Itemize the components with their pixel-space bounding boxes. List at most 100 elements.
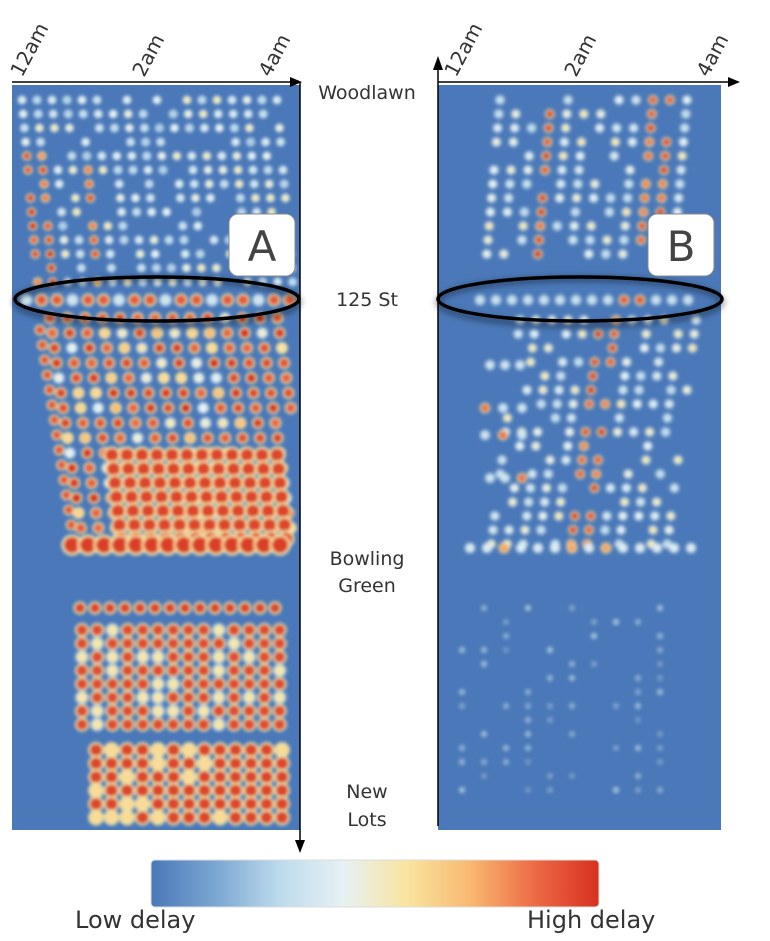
panel-b-mark: [489, 180, 497, 188]
panel-a-mark: [192, 358, 202, 368]
panel-a-mark: [210, 236, 218, 244]
panel-a-mark: [197, 462, 210, 476]
panel-a-mark: [199, 110, 207, 118]
panel-a-mark: [104, 222, 112, 230]
panel-a-mark: [181, 250, 189, 258]
panel-b-mark: [481, 431, 489, 439]
panel-a-mark: [259, 343, 269, 353]
panel-a-mark: [194, 222, 202, 230]
panel-a-mark: [152, 678, 164, 690]
panel-a-mark: [183, 784, 195, 797]
panel-a-mark: [151, 250, 159, 258]
panel-b-mark: [558, 166, 566, 174]
panel-b-mark: [615, 96, 623, 104]
panel-b-mark: [572, 194, 581, 202]
panel-b-mark: [621, 372, 629, 380]
panel-a-mark: [274, 719, 285, 730]
panel-b-mark: [541, 372, 549, 380]
panel-a-mark: [91, 719, 103, 730]
panel-b-faint-mark: [502, 632, 510, 640]
panel-b-faint-mark: [480, 660, 488, 668]
panel-b-mark: [559, 152, 567, 160]
panel-a-mark: [84, 463, 95, 473]
panel-a-mark: [163, 403, 173, 413]
panel-b-faint-mark: [524, 786, 532, 794]
panel-a-mark: [224, 343, 234, 353]
panel-b-mark: [503, 414, 512, 422]
panel-b-faint-mark: [524, 688, 532, 696]
panel-a-mark: [24, 166, 32, 174]
panel-a-mark: [91, 692, 103, 703]
panel-a-mark: [273, 433, 283, 443]
panel-b-faint-mark: [634, 688, 642, 696]
panel-a-mark: [109, 110, 117, 118]
panel-b-mark: [521, 526, 529, 534]
panel-b-mark: [481, 404, 489, 412]
panel-b-mark: [635, 512, 643, 520]
panel-a-mark: [198, 771, 211, 783]
panel-b-faint-mark: [458, 688, 466, 696]
panel-b-mark: [585, 250, 593, 258]
panel-a-mark: [183, 798, 195, 810]
panel-a-mark: [259, 719, 270, 730]
panel-a-mark: [114, 166, 122, 174]
panel-a-mark: [84, 343, 94, 353]
panel-a-mark: [117, 328, 127, 338]
panel-a-mark: [137, 705, 149, 717]
panel-b-mark: [553, 222, 561, 230]
panel-a-mark: [121, 771, 133, 783]
panel-a-mark: [170, 328, 180, 338]
panel-b-mark: [635, 386, 643, 394]
panel-a-mark: [255, 603, 265, 613]
panel-a-mark: [277, 138, 285, 146]
panel-a-mark: [255, 433, 265, 443]
panel-b-mark: [506, 180, 514, 188]
panel-a-mark: [49, 343, 60, 353]
panel-a-mark: [43, 370, 52, 380]
panel-b-mark: [674, 194, 683, 202]
panel-b-mark: [483, 250, 491, 258]
panel-a-mark: [165, 603, 175, 613]
panel-a-mark: [89, 222, 97, 230]
panel-a-mark: [99, 166, 107, 174]
panel-a-mark: [165, 448, 179, 462]
panel-a-mark: [272, 462, 285, 476]
panel-a-mark: [55, 180, 63, 188]
panel-b-mark: [683, 386, 691, 394]
panel-b-mark: [544, 124, 553, 132]
panel-a-mark: [107, 264, 115, 272]
panel-a-mark: [98, 152, 106, 160]
panel-a-mark: [214, 110, 222, 118]
panel-a-mark: [183, 811, 195, 824]
panel-a-mark: [63, 433, 73, 443]
panel-a-mark: [228, 651, 240, 663]
panel-b-mark: [606, 358, 615, 366]
panel-a-mark: [121, 784, 133, 797]
panel-a-mark: [49, 110, 57, 118]
panel-a-mark: [268, 403, 278, 413]
panel-b-mark: [561, 124, 570, 132]
panel-a-mark: [242, 462, 255, 476]
panel-b-mark: [601, 543, 611, 553]
panel-b-mark: [665, 400, 673, 408]
panel-a-mark: [172, 343, 182, 353]
panel-a-mark: [173, 518, 186, 532]
panel-b-mark: [564, 442, 572, 450]
panel-a-mark: [260, 811, 273, 824]
panel-a-mark: [256, 537, 272, 553]
panel-b-faint-mark: [656, 674, 664, 682]
panel-a-mark: [137, 343, 147, 353]
panel-a-mark: [128, 518, 141, 532]
panel-a-mark: [193, 208, 201, 216]
panel-a-mark: [169, 110, 177, 118]
panel-b-mark: [635, 295, 645, 305]
panel-a-mark: [122, 678, 133, 690]
panel-a-mark: [133, 433, 143, 443]
panel-a-mark: [213, 388, 224, 398]
panel-b-mark: [523, 386, 531, 394]
panel-b-mark: [544, 344, 553, 352]
panel-a-mark: [21, 295, 31, 305]
panel-a-mark: [33, 96, 41, 104]
panel-a-mark: [167, 678, 179, 690]
panel-b-mark: [610, 330, 618, 338]
